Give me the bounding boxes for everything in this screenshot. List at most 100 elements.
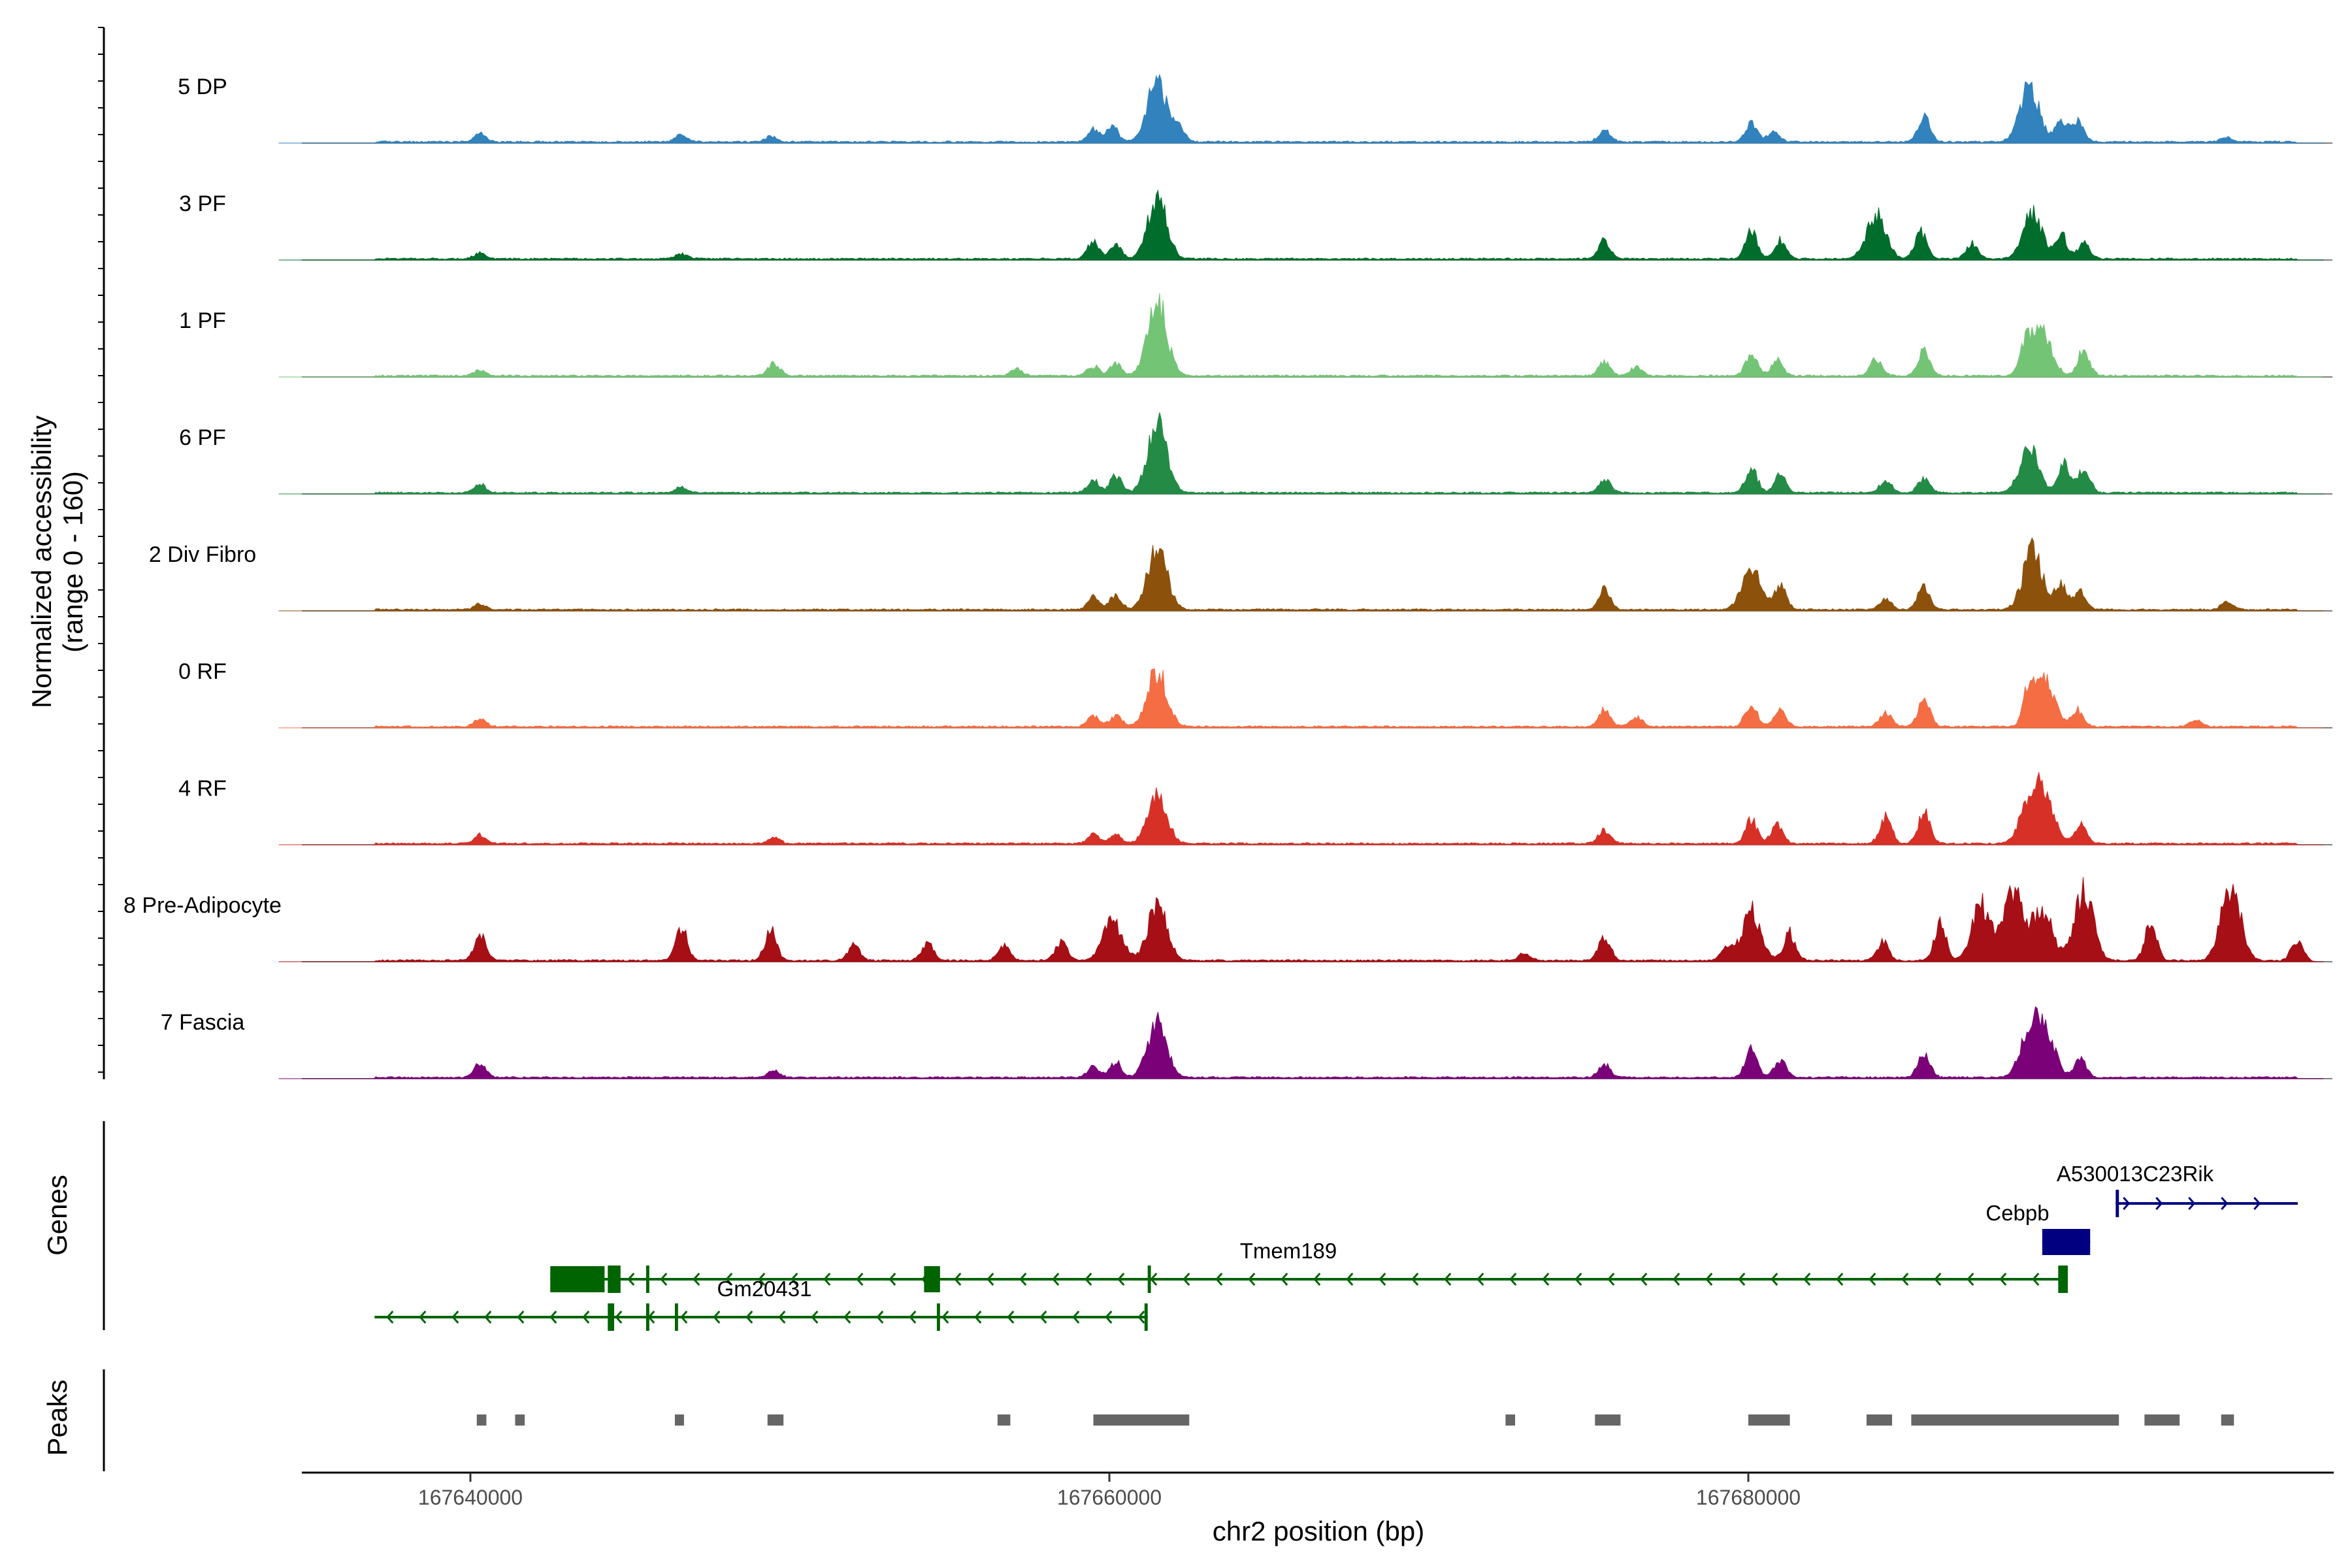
strand-arrow	[1411, 1273, 1419, 1286]
y-axis-title-line1: Normalized accessibility	[26, 416, 57, 708]
gene-label-cebpb: Cebpb	[1985, 1201, 2049, 1225]
strand-arrow	[1052, 1273, 1060, 1286]
strand-arrow	[419, 1311, 427, 1324]
strand-arrow	[1705, 1273, 1713, 1286]
peak-region	[1093, 1414, 1190, 1426]
y-axis-title-line2: (range 0 - 160)	[57, 471, 88, 653]
strand-arrow	[549, 1311, 557, 1324]
strand-arrow	[1072, 1311, 1080, 1324]
strand-arrow	[627, 1273, 635, 1286]
strand-arrow	[1313, 1273, 1321, 1286]
exon-tmem189	[645, 1266, 649, 1293]
strand-arrow	[1901, 1273, 1909, 1286]
strand-arrow	[582, 1311, 590, 1324]
strand-arrow	[823, 1273, 831, 1286]
strand-arrow	[758, 1273, 766, 1286]
exon-a530013c23rik	[2115, 1190, 2119, 1217]
track-label-4-rf: 4 RF	[178, 776, 227, 801]
track-label-1-pf: 1 PF	[179, 308, 226, 333]
strand-arrow	[1444, 1273, 1452, 1286]
strand-arrow	[1869, 1273, 1876, 1286]
strand-arrow	[1150, 1273, 1158, 1286]
strand-arrow	[1967, 1273, 1974, 1286]
strand-arrow	[1542, 1273, 1550, 1286]
strand-arrow	[1934, 1273, 1942, 1286]
peak-region	[2221, 1414, 2234, 1426]
x-axis-title: chr2 position (bp)	[1213, 1516, 1425, 1546]
strand-arrow	[987, 1273, 994, 1286]
strand-arrow	[451, 1311, 459, 1324]
peak-region	[767, 1414, 784, 1426]
coverage-area-8-pre-adipocyte	[278, 877, 2324, 962]
peak-region	[2144, 1414, 2180, 1426]
strand-arrow	[1248, 1273, 1256, 1286]
peak-region	[1911, 1414, 2119, 1426]
track-label-2-div-fibro: 2 Div Fibro	[149, 542, 256, 567]
strand-arrow	[1117, 1273, 1125, 1286]
track-label-0-rf: 0 RF	[178, 659, 227, 684]
strand-arrow	[615, 1311, 623, 1324]
peak-region	[1505, 1414, 1516, 1426]
strand-arrow	[1137, 1311, 1145, 1324]
exon-gm20431	[1144, 1303, 1148, 1331]
strand-arrow	[745, 1311, 753, 1324]
strand-arrow	[954, 1273, 962, 1286]
peak-region	[997, 1414, 1011, 1426]
strand-arrow	[1575, 1273, 1582, 1286]
exon-gm20431	[936, 1303, 940, 1331]
strand-arrow	[909, 1311, 917, 1324]
exon-tmem189	[550, 1266, 605, 1292]
exon-gm20431	[674, 1303, 678, 1331]
strand-arrow	[2123, 1197, 2131, 1210]
strand-arrow	[843, 1311, 851, 1324]
strand-arrow	[484, 1311, 492, 1324]
strand-arrow	[517, 1311, 525, 1324]
strand-arrow	[1183, 1273, 1190, 1286]
exon-gm20431	[608, 1303, 615, 1331]
coverage-area-3-pf	[278, 189, 2324, 261]
x-tick-label: 167680000	[1696, 1486, 1801, 1509]
exon-tmem189	[924, 1266, 940, 1292]
genes-track-label: Genes	[42, 1175, 73, 1256]
coverage-area-7-fascia	[278, 1006, 2324, 1079]
track-label-3-pf: 3 PF	[179, 191, 226, 216]
x-tick-label: 167640000	[418, 1486, 523, 1509]
strand-arrow	[1105, 1311, 1113, 1324]
strand-arrow	[1607, 1273, 1615, 1286]
gene-label-gm20431: Gm20431	[717, 1277, 812, 1301]
strand-arrow	[1281, 1273, 1288, 1286]
strand-arrow	[693, 1273, 700, 1286]
strand-arrow	[856, 1273, 864, 1286]
strand-arrow	[1509, 1273, 1517, 1286]
strand-arrow	[876, 1311, 884, 1324]
peak-region	[476, 1414, 487, 1426]
strand-arrow	[680, 1311, 688, 1324]
coverage-area-6-pf	[278, 412, 2324, 495]
strand-arrow	[2253, 1197, 2261, 1210]
strand-arrow	[1346, 1273, 1354, 1286]
strand-arrow	[811, 1311, 819, 1324]
strand-arrow	[660, 1273, 668, 1286]
strand-arrow	[791, 1273, 798, 1286]
peak-region	[1866, 1414, 1893, 1426]
strand-arrow	[1673, 1273, 1680, 1286]
peak-region	[674, 1414, 684, 1426]
coverage-area-0-rf	[278, 668, 2324, 728]
strand-arrow	[1379, 1273, 1386, 1286]
strand-arrow	[1019, 1273, 1027, 1286]
exon-cebpb	[2042, 1229, 2091, 1255]
peaks-track-label: Peaks	[42, 1380, 73, 1456]
strand-arrow	[713, 1311, 721, 1324]
strand-arrow	[2155, 1197, 2163, 1210]
track-label-7-fascia: 7 Fascia	[161, 1010, 245, 1035]
exon-tmem189	[608, 1266, 621, 1293]
strand-arrow	[1640, 1273, 1648, 1286]
strand-arrow	[2188, 1197, 2196, 1210]
coverage-area-1-pf	[278, 293, 2324, 378]
strand-arrow	[1803, 1273, 1811, 1286]
gene-label-a530013c23rik: A530013C23Rik	[2057, 1162, 2214, 1186]
exon-tmem189	[1147, 1266, 1151, 1293]
strand-arrow	[1039, 1311, 1047, 1324]
strand-arrow	[889, 1273, 896, 1286]
strand-arrow	[1999, 1273, 2007, 1286]
